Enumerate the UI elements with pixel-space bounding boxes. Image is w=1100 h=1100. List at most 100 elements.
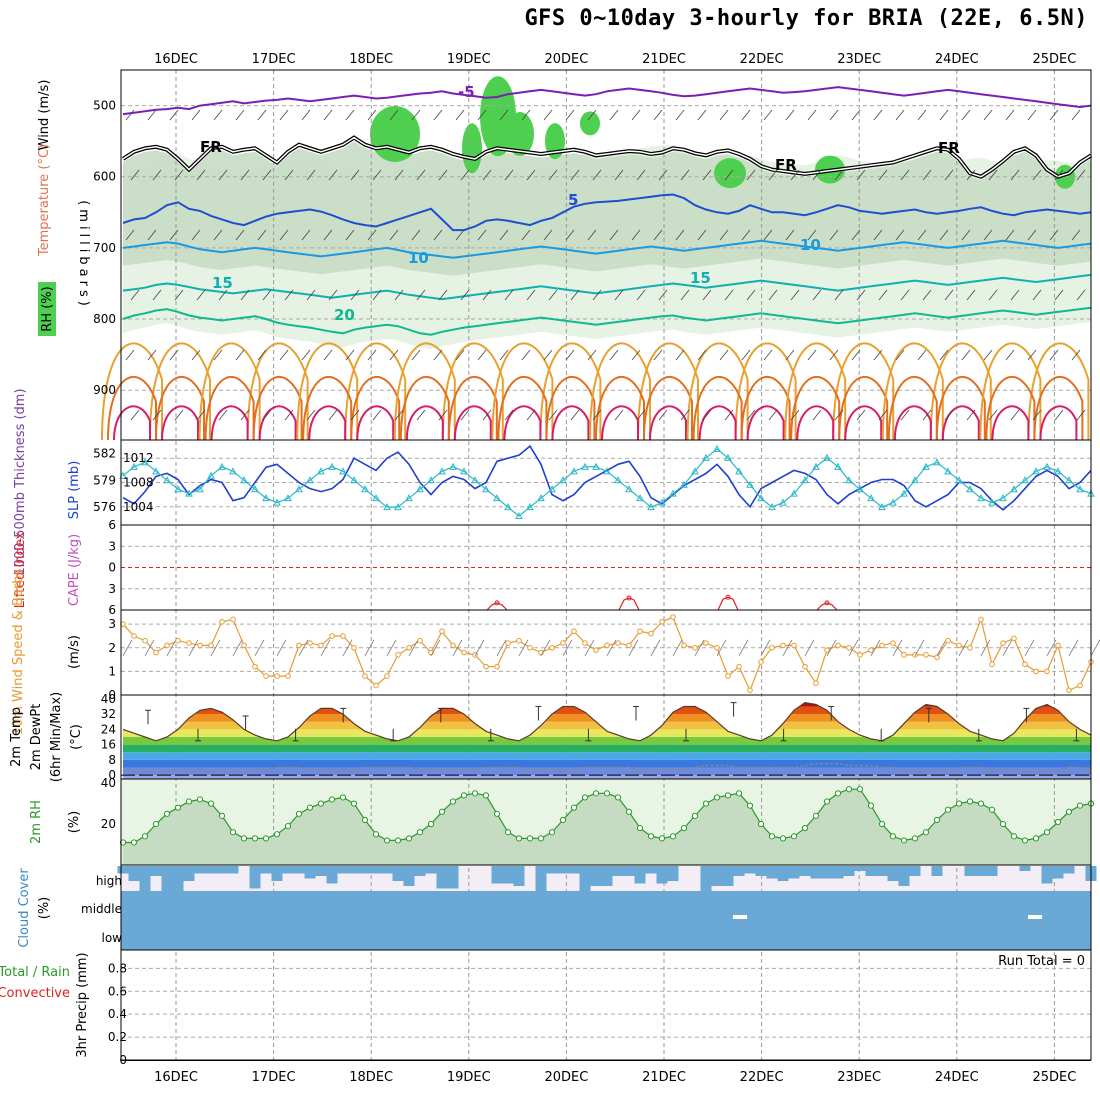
wind-barb bbox=[702, 409, 712, 421]
wind-barb bbox=[807, 229, 817, 241]
thickness-point bbox=[713, 444, 721, 452]
thickness-point bbox=[493, 494, 501, 502]
wind-barb bbox=[785, 109, 795, 121]
wind-barb bbox=[284, 409, 294, 421]
surface-wind-barb bbox=[496, 639, 507, 656]
thickness-point bbox=[955, 476, 963, 484]
wind-barb bbox=[829, 349, 839, 361]
slp-line bbox=[122, 444, 1092, 511]
wind-speed-point bbox=[505, 640, 511, 646]
wind-barb bbox=[499, 109, 509, 121]
wind-barb bbox=[1049, 349, 1059, 361]
panel-frame-precip bbox=[120, 949, 1092, 1061]
cloud-high-bar bbox=[733, 866, 745, 876]
temp-color-band bbox=[123, 744, 1091, 753]
wind-barb bbox=[328, 289, 338, 301]
lifted-index-peak bbox=[816, 602, 838, 611]
thickness-point bbox=[526, 503, 534, 511]
wind-barb bbox=[614, 169, 624, 181]
wind-barb bbox=[548, 409, 558, 421]
cloud-high-bar bbox=[392, 866, 404, 881]
rh-2m-point bbox=[141, 833, 149, 840]
wind-barb bbox=[900, 289, 910, 301]
wind-barb bbox=[675, 349, 685, 361]
wind-barb bbox=[147, 229, 157, 241]
rh-2m-area bbox=[123, 789, 1091, 865]
rh-2m-point bbox=[823, 798, 831, 805]
bottom-date-label: 20DEC bbox=[544, 1070, 588, 1085]
rh-2m-point bbox=[273, 831, 281, 838]
wind-speed-point bbox=[1044, 668, 1050, 675]
wind-barb bbox=[460, 289, 470, 301]
rh-2m-point bbox=[713, 794, 721, 801]
thickness-point bbox=[317, 467, 325, 475]
thickness-point bbox=[812, 462, 820, 470]
wind-barb bbox=[279, 109, 289, 121]
wind-barb bbox=[1071, 229, 1081, 241]
rh-2m-point bbox=[1032, 835, 1040, 842]
rh-2m-point bbox=[1043, 829, 1051, 836]
temp-color-band bbox=[123, 729, 1091, 737]
top-date-label: 22DEC bbox=[740, 52, 784, 67]
wind-speed-point bbox=[670, 614, 676, 620]
wind-barb bbox=[895, 229, 905, 241]
wind-speed-point bbox=[736, 663, 742, 670]
thickness-point bbox=[361, 485, 369, 493]
wind-barb bbox=[262, 289, 272, 301]
cloud-gap-mark bbox=[733, 915, 747, 919]
wind-barb bbox=[636, 289, 646, 301]
cloud-high-bar bbox=[326, 866, 338, 884]
wind-speed-point bbox=[527, 644, 533, 651]
rh-2m-point bbox=[625, 808, 633, 815]
thickness-point bbox=[1054, 467, 1062, 475]
rh-2m-point bbox=[988, 806, 996, 813]
wind-barb bbox=[284, 289, 294, 301]
wind-speed-point bbox=[1000, 640, 1006, 646]
surface-isotherm-1 bbox=[692, 375, 743, 441]
rh-2m-point bbox=[669, 833, 677, 840]
surface-wind-barb bbox=[782, 639, 793, 656]
thickness-point bbox=[911, 476, 919, 484]
wind-barb bbox=[416, 169, 426, 181]
surface-isotherm-2 bbox=[405, 405, 444, 441]
wind-barb bbox=[306, 289, 316, 301]
wind-barb bbox=[504, 409, 514, 421]
wind-tick-label: 3 bbox=[108, 617, 116, 631]
pressure-tick-label: 600 bbox=[93, 170, 116, 184]
thickness-point bbox=[295, 485, 303, 493]
thickness-point bbox=[867, 494, 875, 502]
surface-wind-barb bbox=[738, 639, 749, 656]
wind-barb bbox=[697, 229, 707, 241]
surface-wind-barb bbox=[694, 639, 705, 656]
top-date-label: 20DEC bbox=[544, 52, 588, 67]
surface-isotherm-2 bbox=[893, 405, 932, 441]
surface-isotherm-2 bbox=[308, 405, 347, 441]
wind-speed-point bbox=[890, 640, 896, 646]
rh-2m-point bbox=[812, 812, 820, 819]
wind-barb bbox=[900, 409, 910, 421]
wind-barb bbox=[1032, 169, 1042, 181]
surface-isotherm-b-2 bbox=[161, 405, 199, 441]
temp-2m-axis-label: 2m Temp bbox=[9, 707, 24, 767]
wind-speed-point bbox=[1077, 682, 1083, 689]
minmax-axis-label: (6hr Min/Max) bbox=[49, 692, 64, 782]
wind-barb bbox=[367, 229, 377, 241]
wind-barb bbox=[1032, 289, 1042, 301]
rh-2m-point bbox=[856, 786, 864, 793]
cloud-high-bar bbox=[414, 866, 426, 876]
temperature-axis-label: Temperature (°C) bbox=[37, 144, 52, 257]
cloud-high-bar bbox=[150, 866, 162, 876]
wind-barb bbox=[147, 349, 157, 361]
rh-2m-point bbox=[1076, 802, 1084, 809]
cloud-high-bar bbox=[381, 866, 393, 874]
surface-isotherm-2 bbox=[601, 405, 639, 441]
wind-barb bbox=[257, 109, 267, 121]
wind-barb bbox=[895, 349, 905, 361]
rh-2m-point bbox=[174, 804, 182, 811]
wind-barb bbox=[768, 409, 778, 421]
wind-barb bbox=[543, 349, 553, 361]
thickness-point bbox=[1076, 485, 1084, 493]
bottom-date-label: 22DEC bbox=[740, 1070, 784, 1085]
wind-speed-point bbox=[252, 663, 258, 670]
